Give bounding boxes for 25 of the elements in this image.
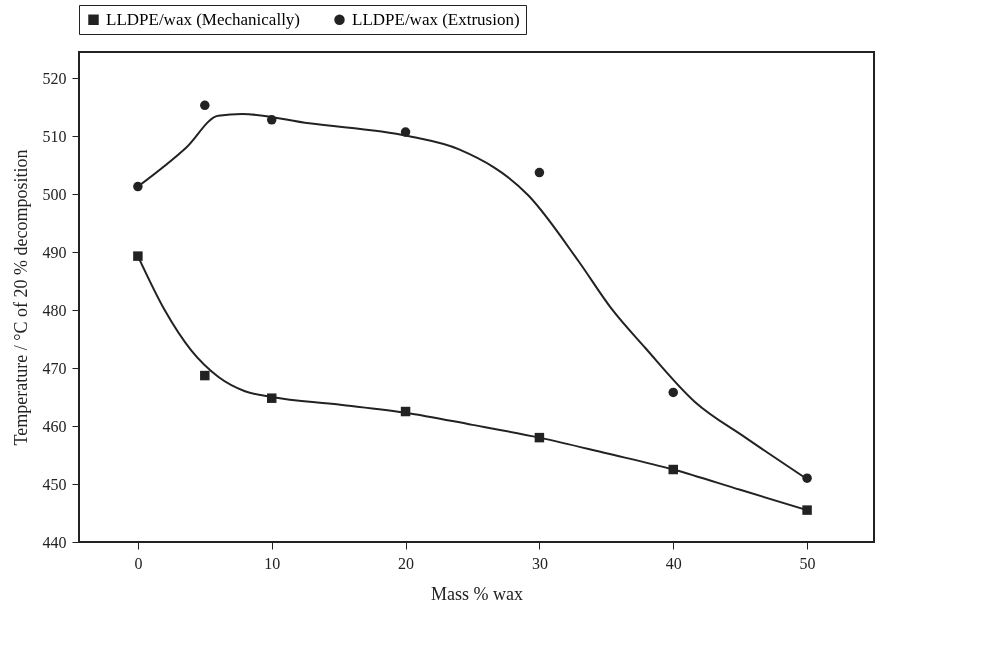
y-tick-label: 520: [42, 69, 67, 87]
x-tick-label: 50: [799, 554, 816, 572]
y-tick-label: 500: [42, 185, 67, 203]
y-tick-label: 510: [42, 127, 67, 145]
y-tick-label: 440: [42, 533, 67, 551]
point: [668, 387, 678, 398]
y-tick-label: 450: [42, 475, 67, 493]
x-tick-label: 40: [665, 554, 682, 572]
y-tick-label: 470: [42, 359, 67, 377]
point: [133, 251, 143, 261]
y-axis-title: Temperature / °C of 20 % decomposition: [10, 149, 31, 446]
point: [200, 100, 210, 111]
x-tick-label: 10: [264, 554, 281, 572]
legend-label: LLDPE/wax (Extrusion): [352, 9, 520, 29]
y-tick-label: 490: [42, 243, 67, 261]
x-tick-label: 30: [531, 554, 548, 572]
x-tick-label: 0: [134, 554, 143, 572]
y-tick-label: 460: [42, 417, 67, 435]
y-tick-label: 480: [42, 301, 67, 319]
point: [802, 505, 812, 515]
point: [200, 370, 210, 381]
legend-label: LLDPE/wax (Mechanically): [106, 9, 301, 29]
x-tick-label: 20: [398, 554, 415, 572]
x-axis-title: Mass % wax: [431, 583, 523, 604]
point: [534, 167, 545, 178]
